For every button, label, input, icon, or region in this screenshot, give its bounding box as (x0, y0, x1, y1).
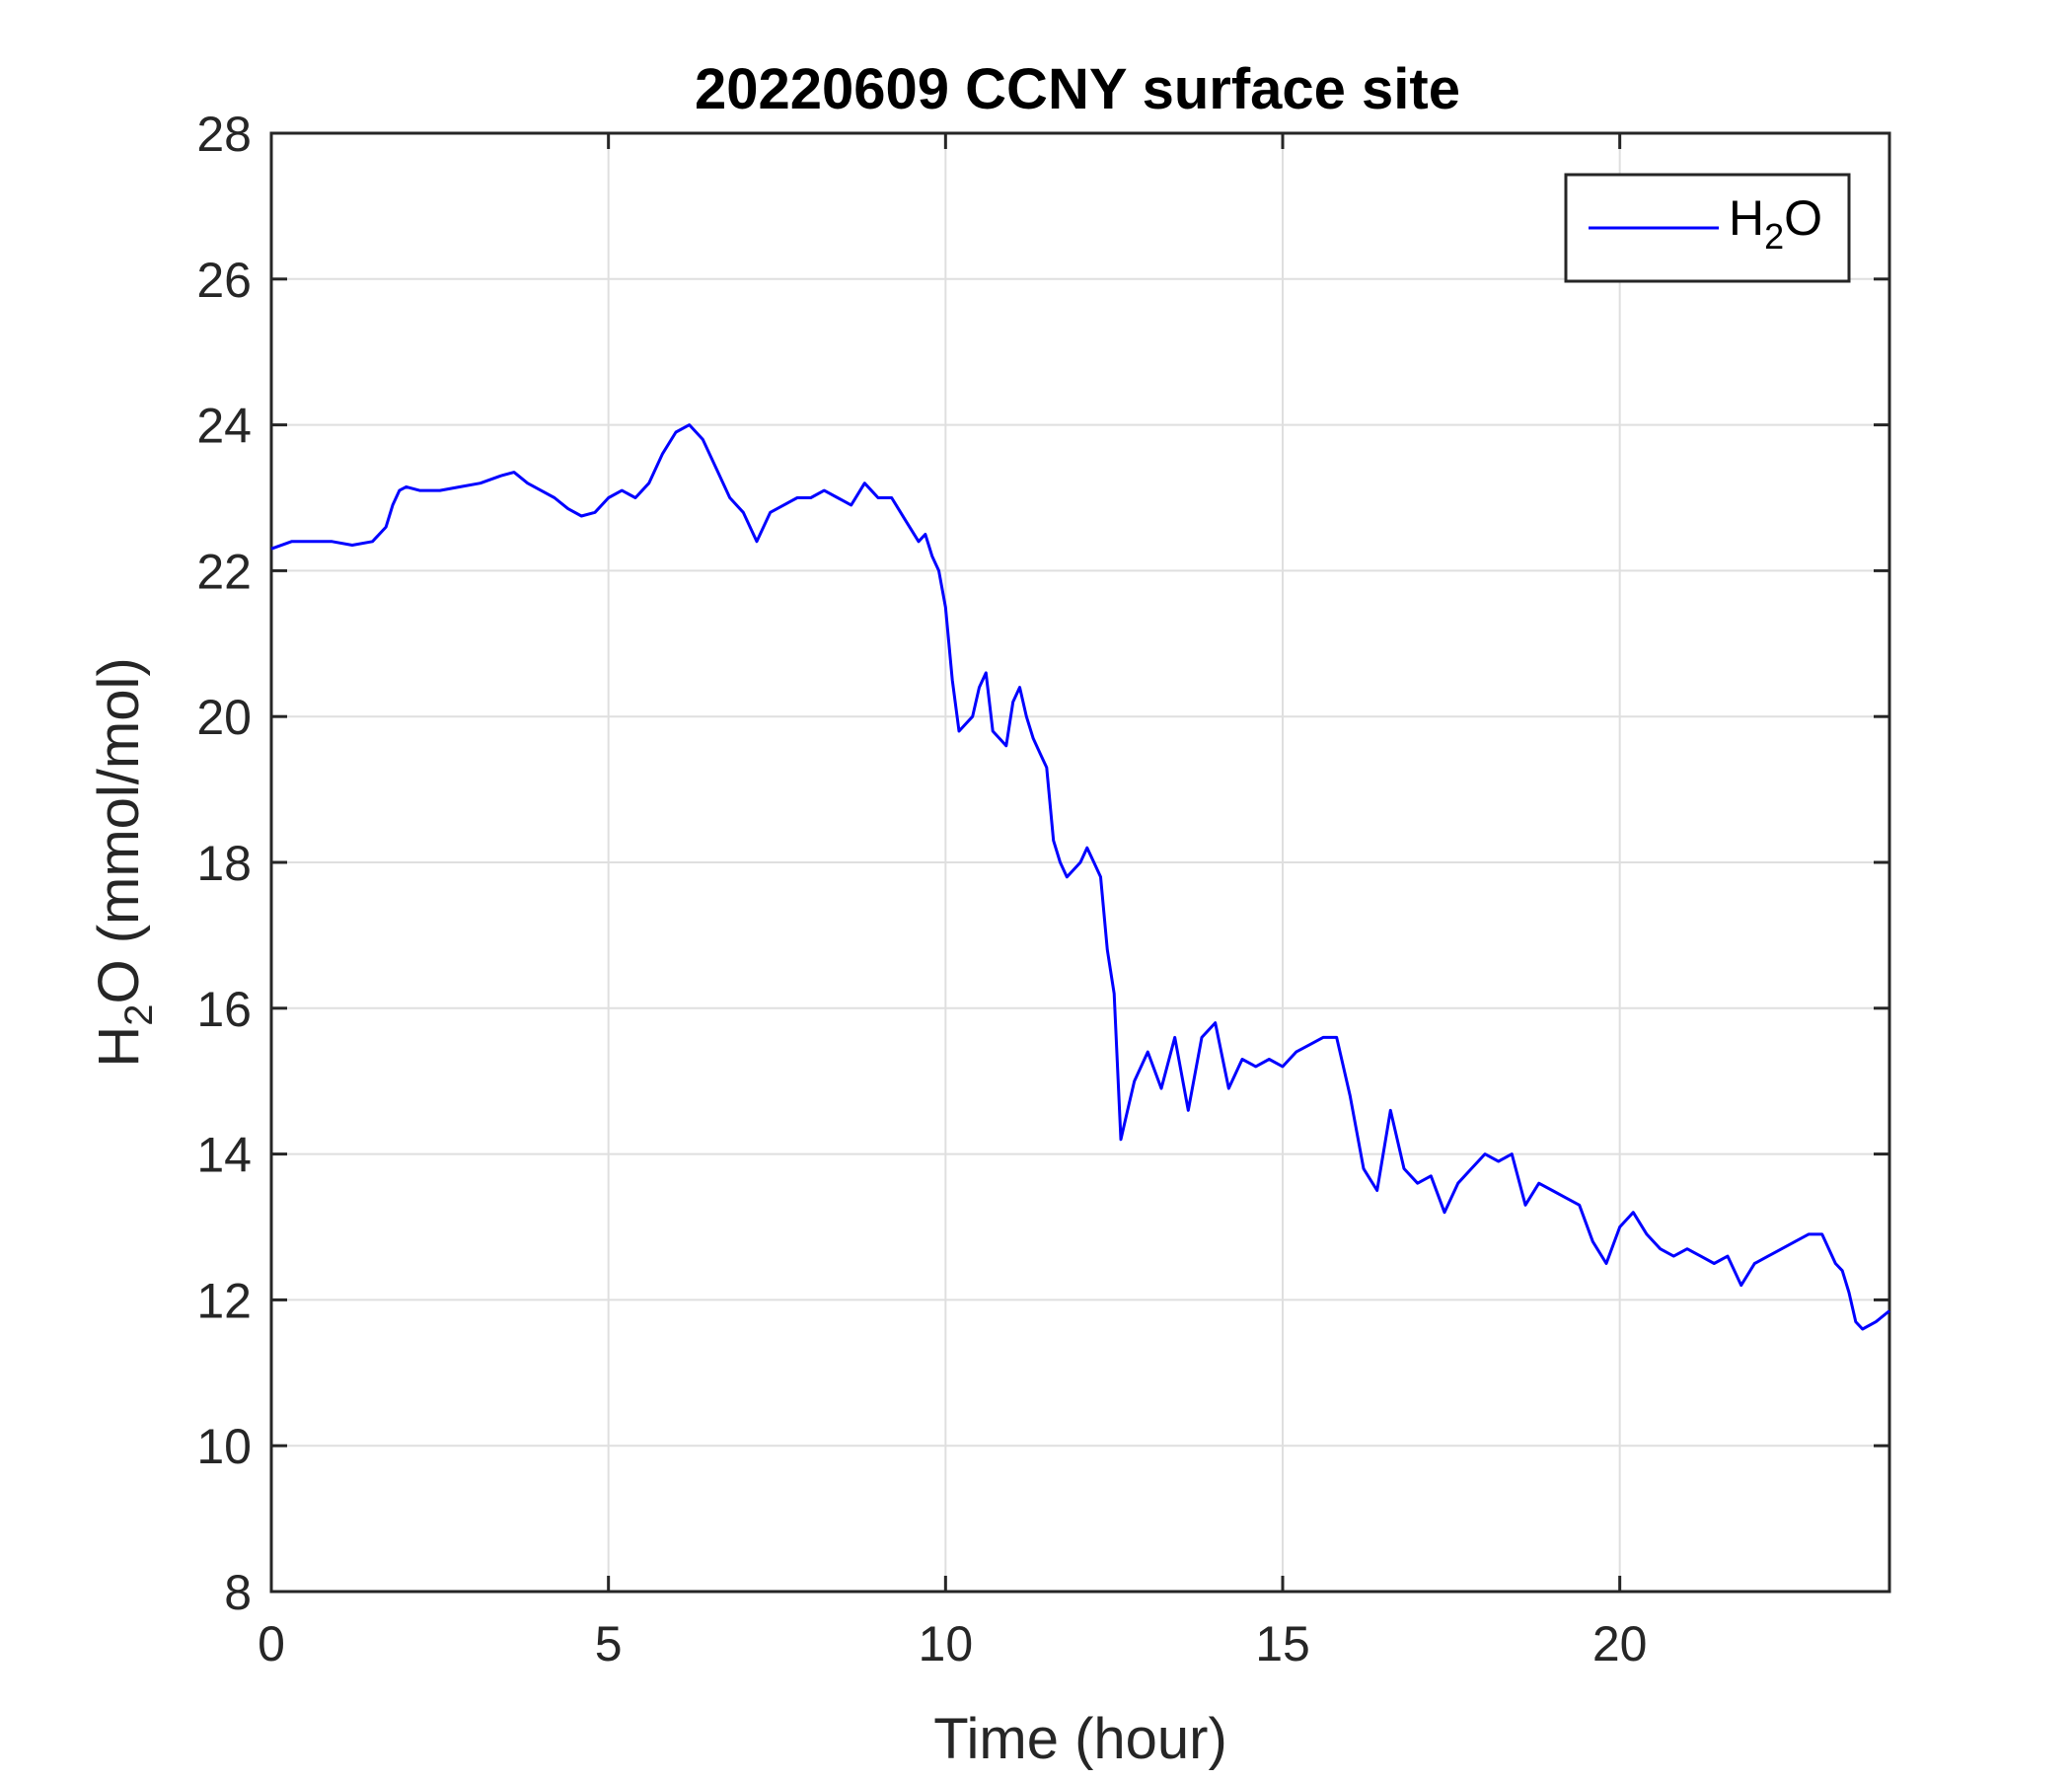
grid-lines (271, 133, 1889, 1592)
chart-title: 20220609 CCNY surface site (695, 57, 1460, 121)
legend: H2O (1564, 173, 1851, 283)
y-tick-label: 12 (196, 1273, 252, 1328)
y-tick-label: 8 (224, 1565, 252, 1620)
y-tick-label: 26 (196, 253, 252, 308)
y-axis-label-rest: O (mmol/mol) (87, 657, 151, 1003)
tick-marks (269, 131, 1889, 1594)
y-axis-label-subscript: 2 (117, 1004, 161, 1026)
legend-label-rest: O (1784, 190, 1822, 246)
x-tick-label: 0 (258, 1616, 285, 1671)
y-tick-label: 28 (196, 107, 252, 162)
x-tick-label: 10 (919, 1616, 974, 1671)
series-line-h2o (270, 423, 1890, 1331)
x-tick-label: 20 (1592, 1616, 1648, 1671)
x-tick-label: 5 (595, 1616, 623, 1671)
y-tick-label: 10 (196, 1419, 252, 1474)
y-tick-label: 18 (196, 836, 252, 891)
series-layer (270, 423, 1890, 1331)
legend-label-main: H (1729, 190, 1764, 246)
y-tick-label: 20 (196, 690, 252, 745)
x-axis-label: Time (hour) (933, 1707, 1227, 1771)
y-tick-labels: 8 10 12 14 16 18 20 22 24 26 28 (196, 107, 252, 1620)
y-tick-label: 22 (196, 544, 252, 599)
x-tick-label: 15 (1255, 1616, 1310, 1671)
x-tick-labels: 0 5 10 15 20 (258, 1616, 1647, 1671)
y-tick-label: 16 (196, 982, 252, 1037)
y-axis-label: H2O (mmol/mol) (87, 657, 161, 1067)
y-tick-label: 14 (196, 1128, 252, 1183)
y-tick-label: 24 (196, 399, 252, 454)
legend-label-subscript: 2 (1764, 216, 1784, 257)
legend-label: H2O (1729, 190, 1822, 257)
y-axis-label-main: H (87, 1026, 151, 1068)
